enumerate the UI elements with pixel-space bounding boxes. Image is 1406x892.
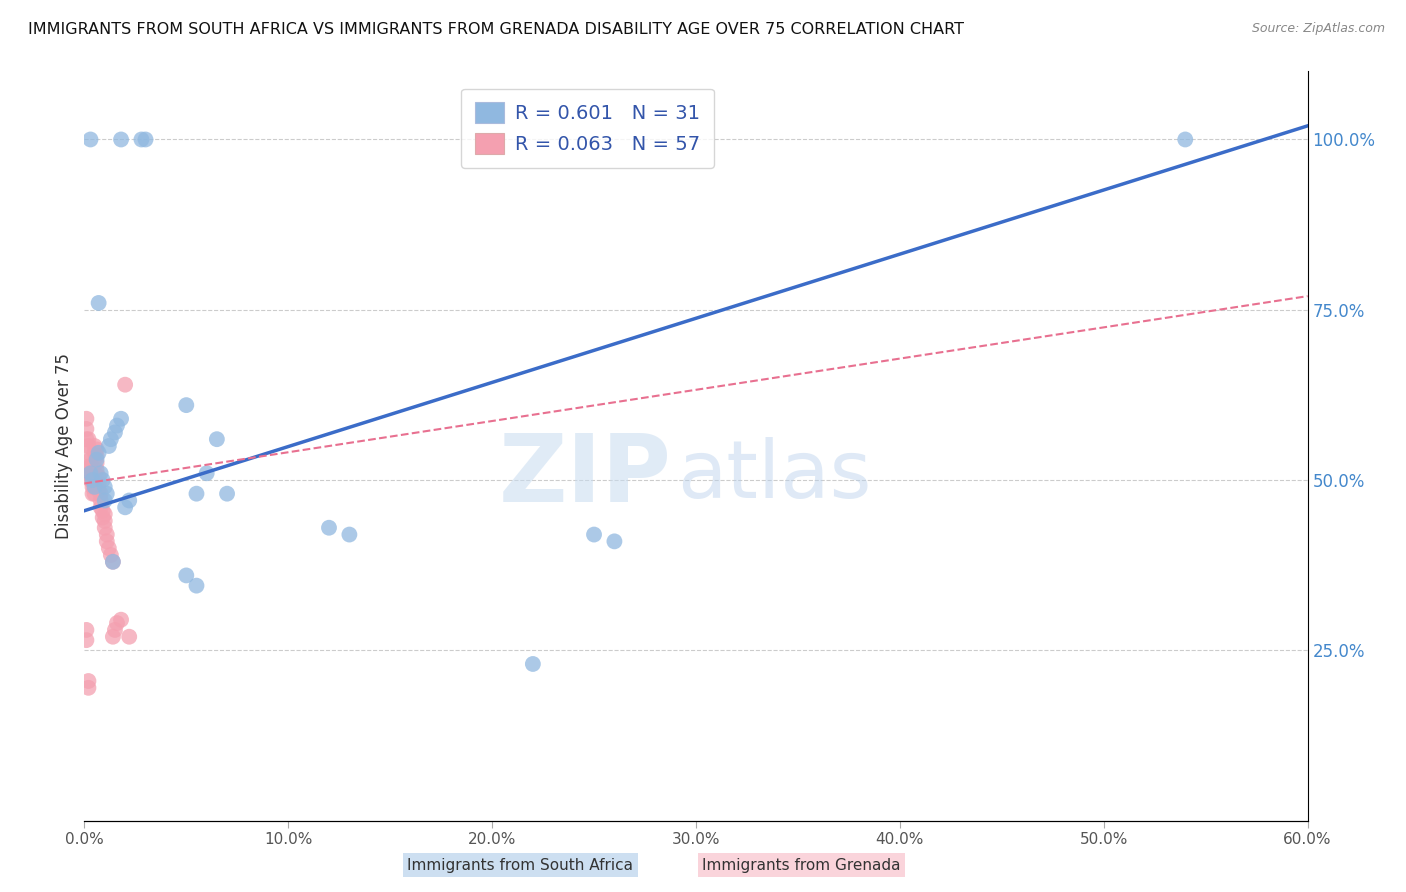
Point bbox=[93, 480, 115, 494]
Point bbox=[110, 613, 132, 627]
Point bbox=[96, 527, 118, 541]
Point bbox=[82, 459, 104, 474]
Point bbox=[82, 467, 104, 481]
Point bbox=[93, 521, 115, 535]
Point bbox=[205, 432, 228, 446]
Point bbox=[96, 486, 118, 500]
Point bbox=[93, 514, 115, 528]
Point bbox=[91, 510, 114, 524]
Point bbox=[114, 377, 136, 392]
Point bbox=[87, 483, 110, 498]
Point bbox=[110, 132, 132, 146]
Point bbox=[77, 432, 100, 446]
Text: Source: ZipAtlas.com: Source: ZipAtlas.com bbox=[1251, 22, 1385, 36]
Text: Immigrants from South Africa: Immigrants from South Africa bbox=[408, 858, 633, 872]
Point bbox=[86, 452, 108, 467]
Point bbox=[82, 473, 104, 487]
Point bbox=[93, 493, 115, 508]
Point bbox=[186, 486, 208, 500]
Point bbox=[101, 630, 124, 644]
Point bbox=[79, 467, 101, 481]
Text: atlas: atlas bbox=[678, 437, 872, 515]
Point bbox=[83, 467, 105, 481]
Point bbox=[339, 527, 361, 541]
Text: IMMIGRANTS FROM SOUTH AFRICA VS IMMIGRANTS FROM GRENADA DISABILITY AGE OVER 75 C: IMMIGRANTS FROM SOUTH AFRICA VS IMMIGRAN… bbox=[28, 22, 965, 37]
Point bbox=[93, 507, 115, 521]
Point bbox=[105, 616, 128, 631]
Point bbox=[77, 439, 100, 453]
Point bbox=[90, 467, 112, 481]
Point bbox=[83, 480, 105, 494]
Point bbox=[101, 555, 124, 569]
Point bbox=[77, 673, 100, 688]
Point bbox=[91, 504, 114, 518]
Point bbox=[86, 442, 108, 457]
Point bbox=[79, 452, 101, 467]
Point bbox=[87, 296, 110, 310]
Point bbox=[97, 439, 120, 453]
Point bbox=[91, 473, 114, 487]
Point bbox=[101, 555, 124, 569]
Point bbox=[86, 463, 108, 477]
Point bbox=[83, 480, 105, 494]
Point bbox=[100, 548, 122, 562]
Point bbox=[82, 473, 104, 487]
Point bbox=[75, 411, 97, 425]
Point bbox=[87, 469, 110, 483]
Point bbox=[82, 486, 104, 500]
Point bbox=[77, 467, 100, 481]
Point bbox=[82, 480, 104, 494]
Point bbox=[79, 132, 101, 146]
Point bbox=[77, 681, 100, 695]
Point bbox=[83, 439, 105, 453]
Point bbox=[135, 132, 157, 146]
Point bbox=[86, 449, 108, 463]
Point bbox=[79, 467, 101, 481]
Point bbox=[83, 473, 105, 487]
Point bbox=[100, 432, 122, 446]
Point bbox=[105, 418, 128, 433]
Point bbox=[75, 422, 97, 436]
Point bbox=[318, 521, 340, 535]
Point bbox=[118, 493, 141, 508]
Point bbox=[83, 446, 105, 460]
Point bbox=[87, 476, 110, 491]
Point bbox=[79, 459, 101, 474]
Point bbox=[603, 534, 626, 549]
Point bbox=[104, 425, 127, 440]
Point bbox=[174, 568, 197, 582]
Point bbox=[86, 456, 108, 470]
Point bbox=[75, 623, 97, 637]
Text: ZIP: ZIP bbox=[499, 430, 672, 522]
Point bbox=[186, 579, 208, 593]
Point bbox=[77, 459, 100, 474]
Point bbox=[104, 623, 127, 637]
Point bbox=[75, 633, 97, 648]
Point bbox=[90, 493, 112, 508]
Point bbox=[75, 432, 97, 446]
Point bbox=[217, 486, 239, 500]
Text: Immigrants from Grenada: Immigrants from Grenada bbox=[702, 858, 901, 872]
Point bbox=[90, 500, 112, 515]
Point bbox=[174, 398, 197, 412]
Y-axis label: Disability Age Over 75: Disability Age Over 75 bbox=[55, 353, 73, 539]
Point bbox=[195, 467, 218, 481]
Point bbox=[87, 446, 110, 460]
Legend: R = 0.601   N = 31, R = 0.063   N = 57: R = 0.601 N = 31, R = 0.063 N = 57 bbox=[461, 88, 714, 168]
Point bbox=[583, 527, 606, 541]
Point bbox=[118, 630, 141, 644]
Point bbox=[97, 541, 120, 556]
Point bbox=[79, 473, 101, 487]
Point bbox=[1174, 132, 1197, 146]
Point bbox=[131, 132, 153, 146]
Point bbox=[90, 486, 112, 500]
Point bbox=[522, 657, 544, 671]
Point bbox=[83, 486, 105, 500]
Point bbox=[96, 534, 118, 549]
Point bbox=[114, 500, 136, 515]
Point bbox=[110, 411, 132, 425]
Point bbox=[77, 446, 100, 460]
